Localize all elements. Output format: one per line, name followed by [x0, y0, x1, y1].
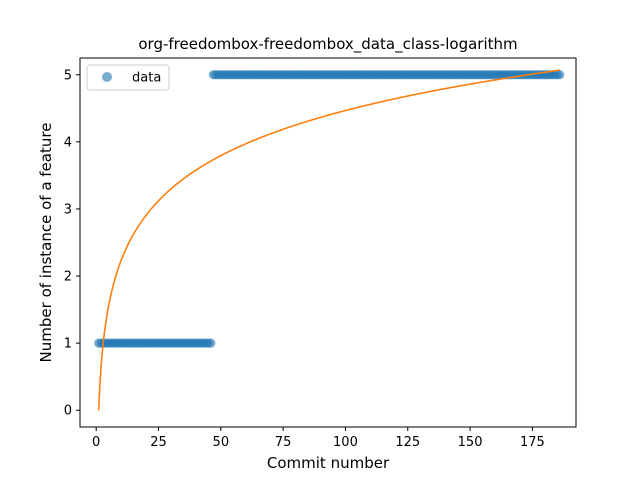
- fit-curve-layer: [97, 69, 560, 411]
- legend-marker: [102, 72, 112, 82]
- y-tick-label: 0: [64, 404, 72, 419]
- y-tick-label: 2: [64, 270, 72, 285]
- y-axis-label: Number of instance of a feature: [37, 123, 55, 363]
- fit-curve: [97, 69, 560, 411]
- plot-frame: [79, 57, 577, 428]
- data-points: [94, 70, 565, 348]
- legend: data: [86, 64, 170, 91]
- x-tick-label: 25: [150, 435, 167, 450]
- data-point: [555, 70, 565, 80]
- y-tick-label: 1: [64, 337, 72, 352]
- x-tick-label: 75: [275, 435, 292, 450]
- data-point: [206, 338, 216, 348]
- x-tick-label: 150: [458, 435, 483, 450]
- x-tick-label: 0: [92, 435, 100, 450]
- y-tick-label: 3: [64, 202, 72, 217]
- legend-box: [86, 64, 170, 91]
- chart-title: org-freedombox-freedombox_data_class-log…: [138, 35, 517, 54]
- x-tick-label: 125: [395, 435, 420, 450]
- x-axis: 0 25 50 75 100 125 150 175: [92, 427, 545, 450]
- y-tick-label: 5: [64, 68, 72, 83]
- x-tick-label: 100: [333, 435, 358, 450]
- y-tick-label: 4: [64, 135, 72, 150]
- legend-label-data: data: [132, 71, 161, 86]
- plot-area: [94, 69, 565, 411]
- y-axis: 0 1 2 3 4 5: [64, 68, 80, 419]
- x-tick-label: 175: [520, 435, 545, 450]
- x-tick-label: 50: [213, 435, 230, 450]
- x-axis-label: Commit number: [267, 454, 390, 472]
